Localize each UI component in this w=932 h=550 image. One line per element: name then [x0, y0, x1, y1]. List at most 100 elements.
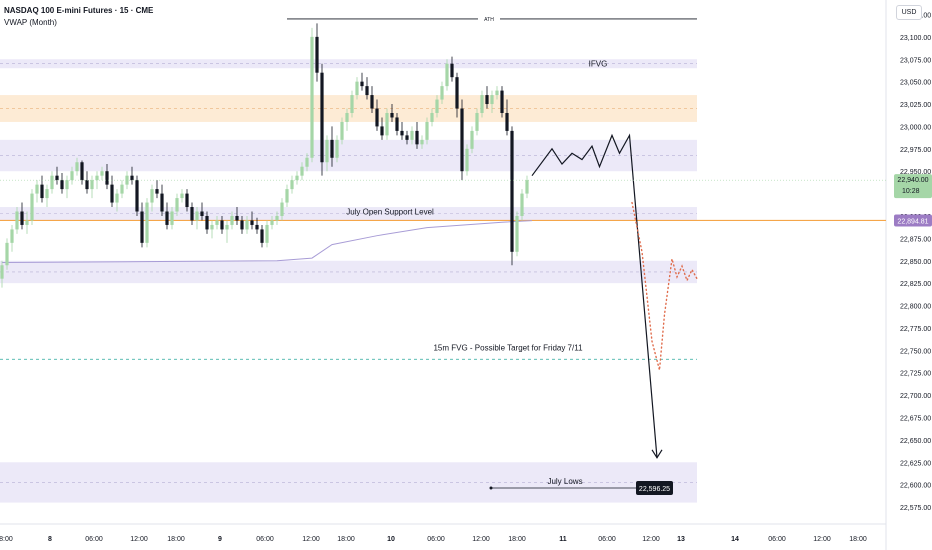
candle-body: [25, 220, 29, 225]
y-tick-label: 22,950.00: [900, 169, 931, 176]
candle-body: [310, 36, 314, 158]
candle-body: [95, 175, 99, 181]
x-tick-label: 06:00: [256, 536, 274, 543]
candle-body: [320, 72, 324, 163]
candle-body: [195, 211, 199, 221]
candle-body: [100, 171, 104, 176]
candle-body: [445, 63, 449, 87]
candle-body: [265, 224, 269, 243]
candle-body: [120, 184, 124, 194]
y-tick-label: 23,075.00: [900, 57, 931, 64]
candle-body: [115, 193, 119, 203]
x-tick-label: 12:00: [642, 536, 660, 543]
candle-body: [50, 175, 54, 190]
forecast-arrowhead: [651, 449, 663, 459]
candle-body: [510, 130, 514, 252]
x-tick-label: 06:00: [427, 536, 445, 543]
candle-body: [20, 211, 24, 225]
forecast-dotted-path: [631, 201, 698, 371]
candle-body: [10, 229, 14, 243]
y-tick-label: 23,025.00: [900, 102, 931, 109]
candle-body: [475, 112, 479, 131]
y-tick-label: 23,000.00: [900, 124, 931, 131]
x-tick-label: 14: [731, 536, 739, 543]
candle-body: [90, 180, 94, 190]
candle-body: [145, 202, 149, 243]
y-tick-label: 22,600.00: [900, 483, 931, 490]
candle-body: [400, 130, 404, 136]
vwap-price-value: 22,894.81: [897, 218, 928, 225]
candle-body: [240, 220, 244, 230]
x-tick-label: 18:00: [337, 536, 355, 543]
candle-body: [155, 189, 159, 194]
candle-body: [140, 211, 144, 243]
candle-body: [225, 224, 229, 230]
candle-body: [505, 112, 509, 131]
candle-body: [315, 36, 319, 73]
candle-body: [190, 207, 194, 221]
candle-body: [200, 211, 204, 216]
candle-body: [290, 180, 294, 190]
y-tick-label: 22,625.00: [900, 460, 931, 467]
candle-body: [345, 112, 349, 122]
candle-body: [460, 108, 464, 172]
y-tick-label: 22,800.00: [900, 304, 931, 311]
candle-body: [85, 180, 89, 190]
y-tick-label: 22,650.00: [900, 438, 931, 445]
candle-body: [370, 95, 374, 109]
candle-body: [495, 90, 499, 96]
candle-body: [230, 215, 234, 225]
candle-body: [525, 180, 529, 194]
fvg-target-label: 15m FVG - Possible Target for Friday 7/1…: [433, 343, 583, 352]
candle-body: [520, 193, 524, 216]
candle-body: [355, 81, 359, 96]
candle-body: [0, 265, 4, 279]
y-tick-label: 22,725.00: [900, 371, 931, 378]
candle-body: [110, 184, 114, 203]
candle-body: [180, 193, 184, 199]
candle-body: [405, 135, 409, 140]
candle-body: [280, 202, 284, 216]
candle-body: [60, 180, 64, 190]
candle-body: [75, 162, 79, 172]
candle-body: [70, 171, 74, 181]
candle-body: [500, 90, 504, 113]
candle-body: [485, 95, 489, 105]
y-tick-label: 23,050.00: [900, 80, 931, 87]
candle-body: [255, 224, 259, 230]
candle-body: [170, 211, 174, 225]
candle-body: [160, 193, 164, 212]
x-tick-label: 18:00: [0, 536, 13, 543]
candle-body: [185, 193, 189, 208]
candle-body: [325, 139, 329, 163]
candle-body: [80, 162, 84, 181]
y-tick-label: 22,750.00: [900, 348, 931, 355]
candle-body: [455, 77, 459, 109]
candle-body: [395, 117, 399, 131]
x-tick-label: 12:00: [130, 536, 148, 543]
candle-body: [285, 189, 289, 203]
candle-body: [235, 215, 239, 221]
candle-body: [465, 148, 469, 172]
indicator-label[interactable]: VWAP (Month): [4, 18, 57, 27]
candle-body: [305, 157, 309, 167]
candle-body: [5, 242, 9, 266]
candle-body: [300, 166, 304, 176]
x-tick-label: 12:00: [302, 536, 320, 543]
currency-button[interactable]: USD: [896, 5, 922, 20]
candle-body: [340, 121, 344, 140]
candle-body: [490, 95, 494, 105]
y-tick-label: 22,875.00: [900, 236, 931, 243]
y-tick-label: 22,575.00: [900, 505, 931, 512]
candle-body: [220, 220, 224, 230]
candle-body: [430, 112, 434, 122]
ath-label: ATH: [484, 17, 494, 23]
candle-body: [135, 180, 139, 212]
candle-body: [175, 198, 179, 212]
candle-body: [360, 81, 364, 87]
candle-body: [425, 121, 429, 140]
candle-body: [375, 108, 379, 127]
symbol-title[interactable]: NASDAQ 100 E-mini Futures · 15 · CME: [4, 6, 154, 15]
x-tick-label: 06:00: [85, 536, 103, 543]
